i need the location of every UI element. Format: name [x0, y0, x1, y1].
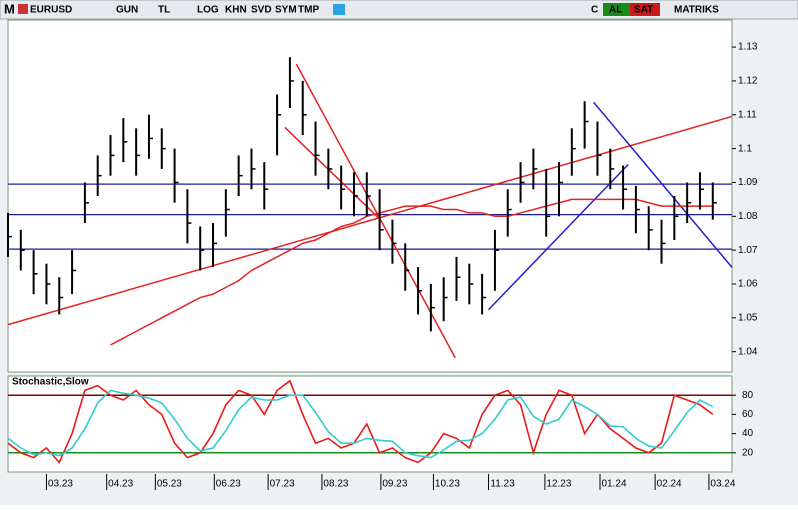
y-tick-label: 1.1: [738, 143, 752, 154]
toolbar-button[interactable]: SVD: [251, 5, 272, 16]
sell-button[interactable]: SAT: [634, 5, 653, 16]
trend-line: [7, 115, 733, 326]
plot: 1.04 1.05 1.06 1.07 1.08 1.09 1.1 1.11 1.12 1.13 0…: [7, 42, 758, 490]
trend-line: [295, 63, 456, 359]
toolbar: M EURUSD GUN TL LOG KHN SVD SYM TMP C AL…: [0, 0, 798, 20]
toolbar-bg: [0, 0, 798, 20]
y-tick-label: 1.11: [738, 109, 757, 120]
y-tick-label: 1.07: [738, 245, 758, 256]
trend-line: [593, 101, 733, 268]
sell-bg[interactable]: [630, 3, 660, 16]
y-tick-label: 1.12: [738, 76, 758, 87]
toolbar-button[interactable]: TL: [158, 5, 170, 16]
toolbar-button[interactable]: C: [591, 5, 598, 16]
stoch-line: [7, 379, 714, 464]
toolbar-button[interactable]: GUN: [116, 5, 138, 16]
x-tick-label: 11.23: [490, 479, 515, 490]
x-tick-label: 05.23: [157, 479, 182, 490]
x-tick-label: 08.23: [323, 479, 348, 490]
toolbar-button[interactable]: LOG: [197, 5, 219, 16]
symbol[interactable]: EURUSD: [30, 5, 72, 16]
toolbar-button[interactable]: SYM: [275, 5, 297, 16]
x-tick-label: 03.24: [710, 479, 735, 490]
flag: [18, 4, 28, 14]
y-tick-label: 40: [742, 428, 754, 439]
x-tick-label: 09.23: [382, 479, 407, 490]
y-tick-label: 20: [742, 447, 754, 458]
y-tick-label: 1.08: [738, 211, 758, 222]
toolbar-button[interactable]: KHN: [225, 5, 247, 16]
y-tick-label: 1.04: [738, 346, 758, 357]
y-tick-label: 60: [742, 409, 754, 420]
x-tick-label: 01.24: [601, 479, 626, 490]
y-tick-label: 1.06: [738, 279, 758, 290]
x-tick-label: 12.23: [546, 479, 571, 490]
stoch-panel: [7, 375, 733, 473]
trend-line: [284, 126, 379, 219]
toolbar-button[interactable]: TMP: [298, 5, 319, 16]
buy-button[interactable]: AL: [609, 5, 622, 16]
y-tick-label: 1.05: [738, 312, 758, 323]
brand: MATRIKS: [674, 5, 719, 16]
x-tick-label: 06.23: [216, 479, 241, 490]
moving-average: [110, 198, 713, 346]
x-tick-label: 04.23: [108, 479, 133, 490]
y-tick-label: 80: [742, 390, 754, 401]
y-tick-label: 1.09: [738, 177, 758, 188]
buy-bg[interactable]: [603, 3, 633, 16]
x-tick-label: 07.23: [270, 479, 295, 490]
trend-line: [487, 164, 629, 311]
x-tick-label: 10.23: [435, 479, 460, 490]
stoch-title: Stochastic,Slow: [12, 377, 89, 388]
y-tick-label: 1.13: [738, 42, 758, 53]
twitter-icon[interactable]: [333, 4, 345, 15]
x-tick-label: 03.23: [48, 479, 73, 490]
logo: M: [4, 1, 15, 16]
x-tick-label: 02.24: [657, 479, 682, 490]
stoch-line: [7, 389, 714, 459]
